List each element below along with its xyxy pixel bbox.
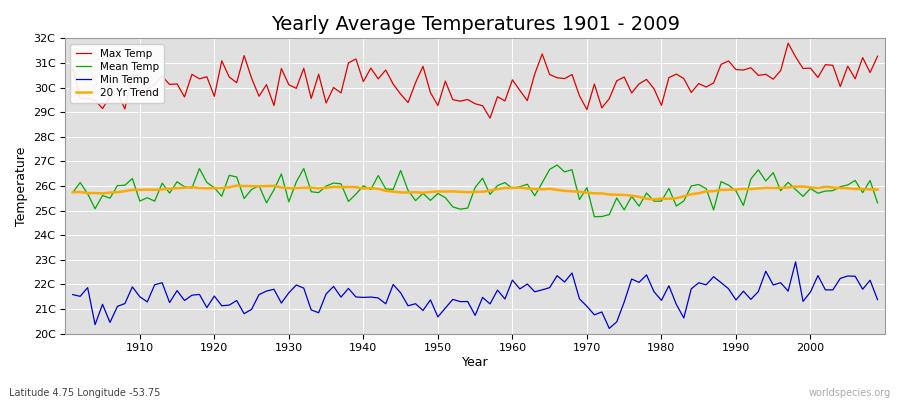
Title: Yearly Average Temperatures 1901 - 2009: Yearly Average Temperatures 1901 - 2009	[271, 15, 680, 34]
Mean Temp	[336, 182, 346, 186]
20 Yr Trend	[68, 190, 78, 194]
Text: worldspecies.org: worldspecies.org	[809, 388, 891, 398]
Mean Temp	[589, 214, 599, 219]
Min Temp	[604, 326, 615, 331]
20 Yr Trend	[298, 185, 309, 190]
X-axis label: Year: Year	[462, 356, 489, 369]
20 Yr Trend	[231, 183, 242, 188]
Min Temp	[872, 297, 883, 302]
Text: Latitude 4.75 Longitude -53.75: Latitude 4.75 Longitude -53.75	[9, 388, 160, 398]
20 Yr Trend	[604, 192, 615, 197]
Max Temp	[507, 78, 517, 82]
Legend: Max Temp, Mean Temp, Min Temp, 20 Yr Trend: Max Temp, Mean Temp, Min Temp, 20 Yr Tre…	[70, 44, 164, 103]
20 Yr Trend	[872, 187, 883, 192]
Max Temp	[872, 54, 883, 59]
Min Temp	[68, 292, 78, 297]
Max Temp	[291, 86, 302, 91]
Line: 20 Yr Trend: 20 Yr Trend	[73, 186, 878, 199]
20 Yr Trend	[127, 188, 138, 192]
Mean Temp	[507, 186, 517, 191]
Mean Temp	[552, 162, 562, 167]
Mean Temp	[127, 176, 138, 181]
20 Yr Trend	[649, 197, 660, 202]
Max Temp	[336, 90, 346, 95]
20 Yr Trend	[507, 186, 517, 190]
Y-axis label: Temperature: Temperature	[15, 146, 28, 226]
Mean Temp	[68, 190, 78, 195]
Min Temp	[336, 295, 346, 300]
Line: Mean Temp: Mean Temp	[73, 165, 878, 217]
Min Temp	[507, 278, 517, 282]
Mean Temp	[872, 200, 883, 205]
Min Temp	[597, 310, 608, 314]
Min Temp	[291, 283, 302, 288]
Max Temp	[515, 88, 526, 93]
Min Temp	[500, 296, 510, 301]
Line: Max Temp: Max Temp	[73, 43, 878, 118]
Min Temp	[127, 284, 138, 289]
20 Yr Trend	[343, 184, 354, 189]
Line: Min Temp: Min Temp	[73, 262, 878, 328]
Max Temp	[604, 96, 615, 101]
Max Temp	[783, 41, 794, 46]
Max Temp	[484, 116, 495, 120]
Max Temp	[127, 72, 138, 77]
Max Temp	[68, 66, 78, 71]
Min Temp	[790, 260, 801, 264]
Mean Temp	[611, 196, 622, 200]
Mean Temp	[291, 180, 302, 184]
20 Yr Trend	[515, 185, 526, 190]
Mean Temp	[500, 180, 510, 185]
